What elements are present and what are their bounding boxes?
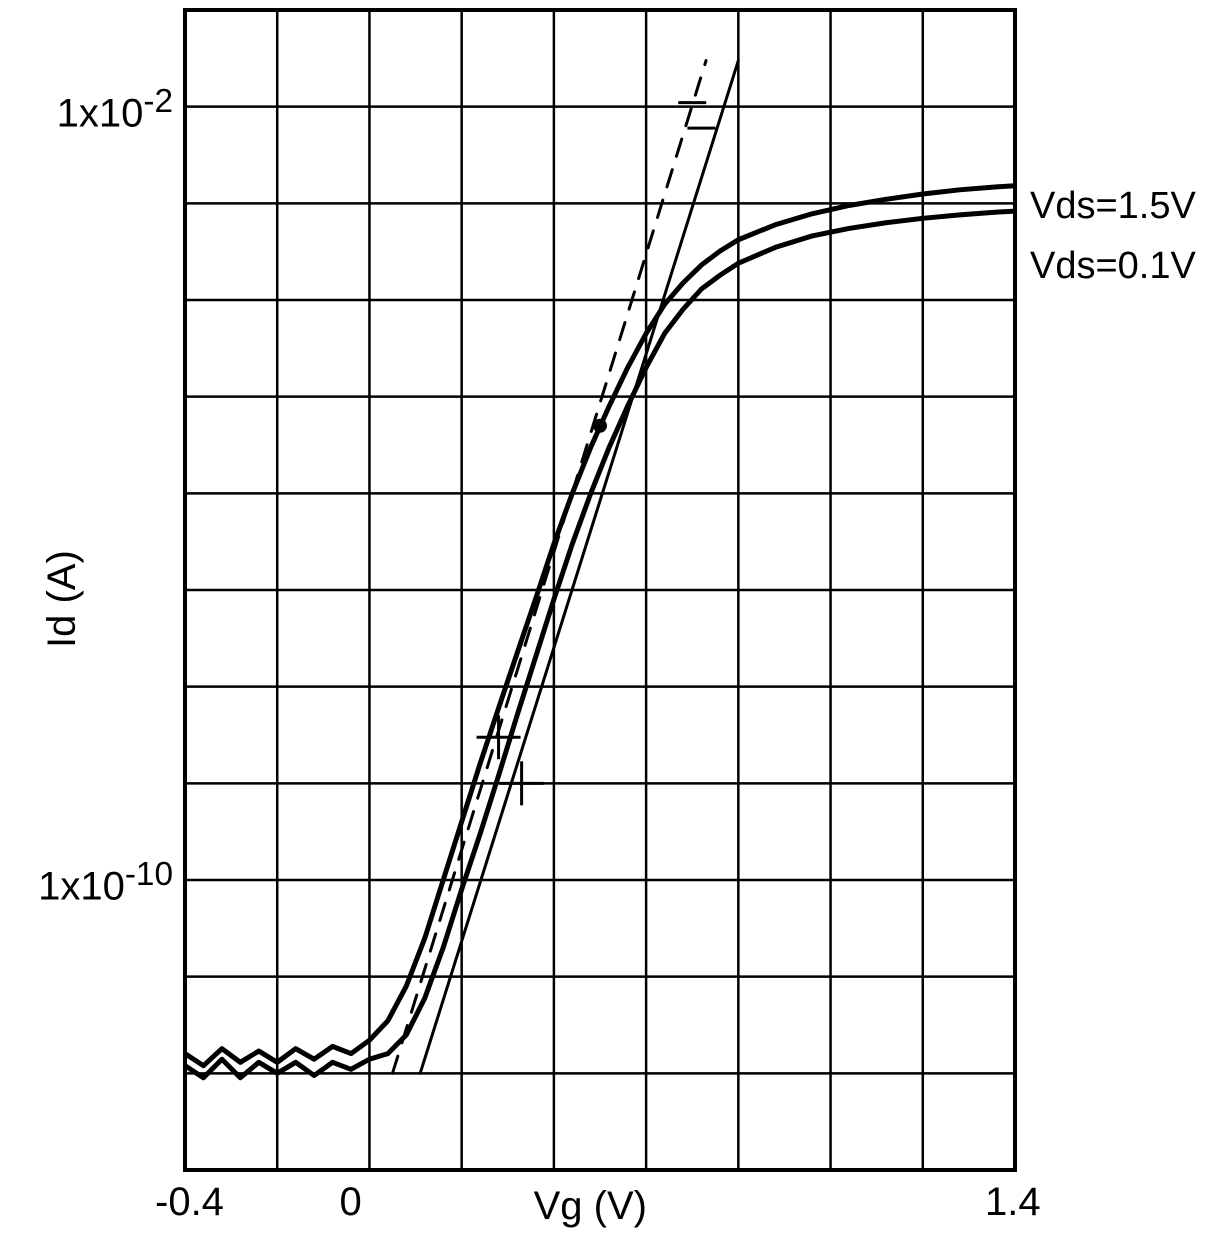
x-axis-label: Vg (V)	[534, 1184, 647, 1229]
ytick-label: 1x10-10	[38, 856, 173, 909]
xtick-label: 1.4	[985, 1180, 1041, 1225]
y-axis-label: Id (A)	[40, 550, 85, 648]
series-label: Vds=0.1V	[1030, 245, 1196, 288]
xtick-label: -0.4	[155, 1180, 224, 1225]
chart-stage: 1x10-21x10-10 -0.401.4 Vds=1.5VVds=0.1V …	[0, 0, 1217, 1257]
xtick-label: 0	[339, 1180, 361, 1225]
series-label: Vds=1.5V	[1030, 185, 1196, 228]
ytick-label: 1x10-2	[57, 83, 173, 136]
